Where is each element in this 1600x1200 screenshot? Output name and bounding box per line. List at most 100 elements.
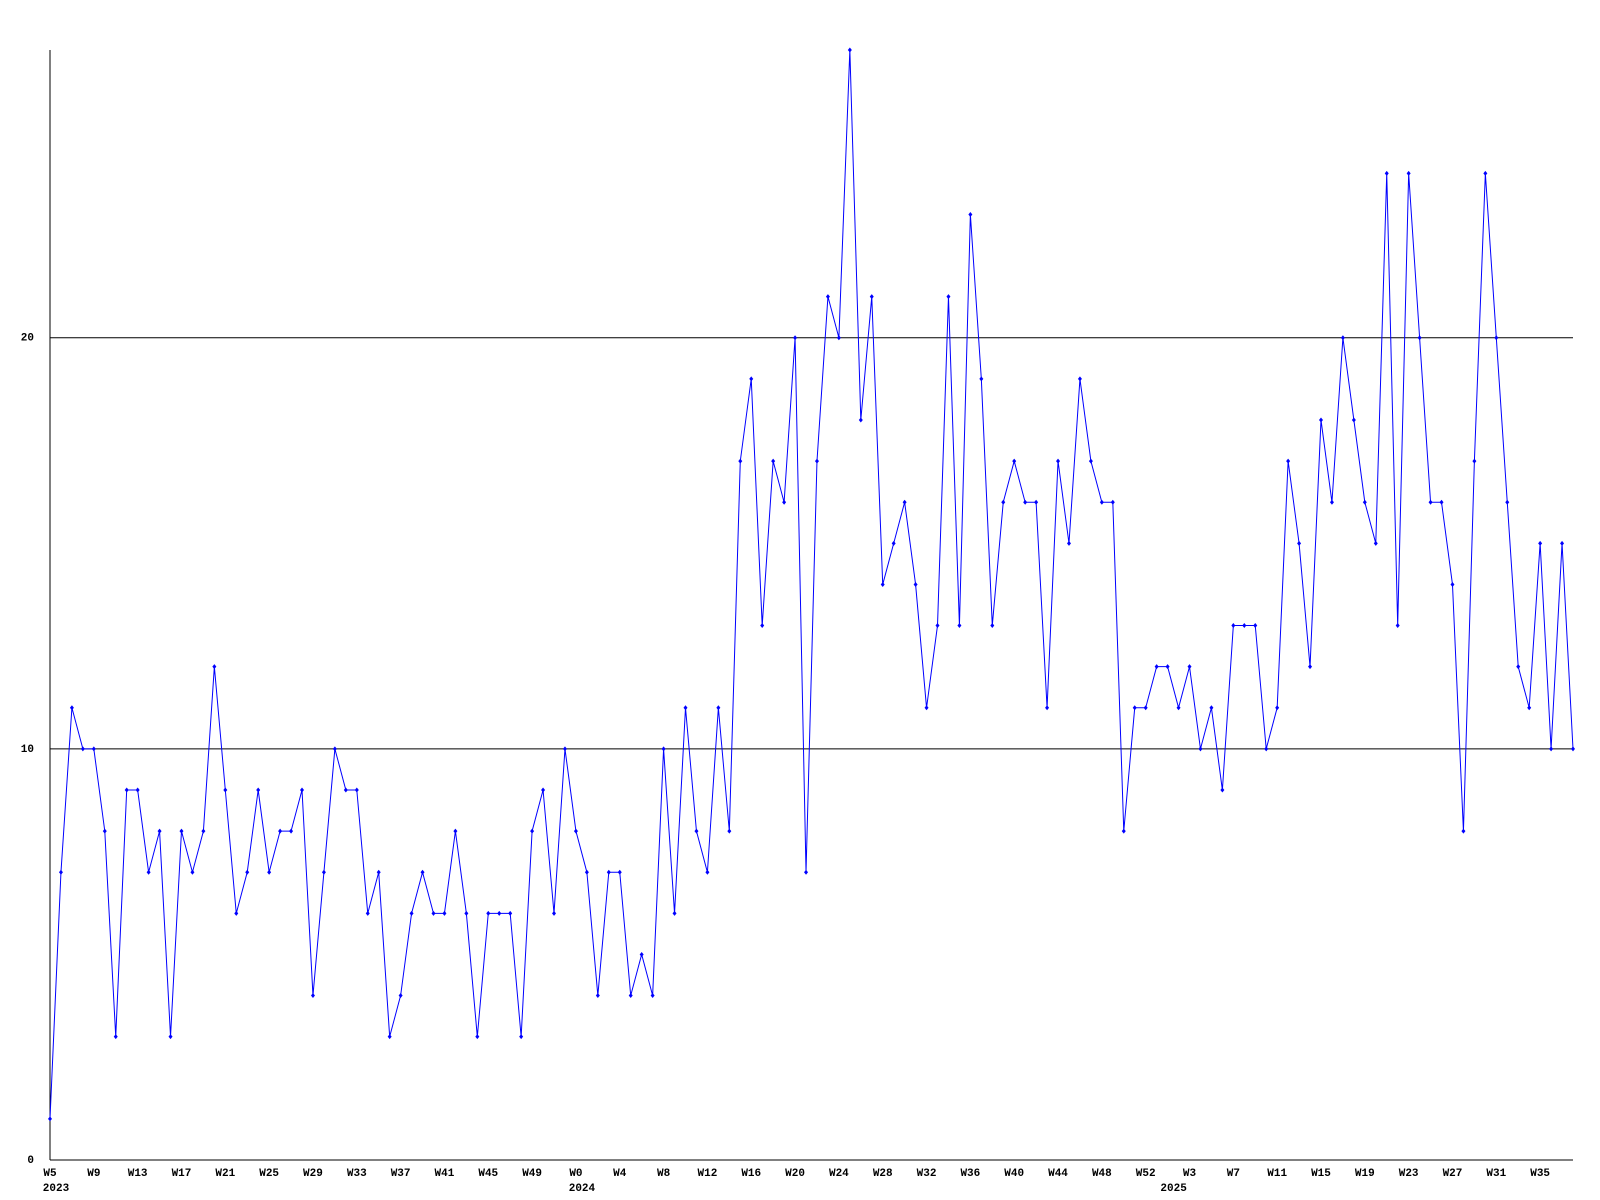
x-tick-label: W9 xyxy=(87,1168,100,1180)
x-tick-label: W44 xyxy=(1048,1168,1068,1180)
data-point xyxy=(223,787,228,793)
x-tick-label: W16 xyxy=(741,1168,761,1180)
data-point xyxy=(113,1034,118,1040)
y-tick-label: 0 xyxy=(27,1155,34,1167)
data-point xyxy=(738,458,743,464)
data-point xyxy=(990,623,995,629)
data-point xyxy=(1527,705,1532,711)
data-point xyxy=(376,869,381,875)
data-point xyxy=(1253,623,1258,629)
data-point xyxy=(979,376,984,382)
data-point xyxy=(1143,705,1148,711)
x-tick-label: W20 xyxy=(785,1168,805,1180)
data-point xyxy=(234,910,239,916)
year-label: 2024 xyxy=(569,1183,596,1195)
x-tick-label: W40 xyxy=(1004,1168,1024,1180)
data-point xyxy=(289,828,294,834)
data-point xyxy=(1351,417,1356,423)
x-tick-label: W13 xyxy=(128,1168,148,1180)
data-point xyxy=(825,294,830,300)
x-tick-label: W19 xyxy=(1355,1168,1375,1180)
data-point xyxy=(387,1034,392,1040)
data-point xyxy=(562,746,567,752)
data-point xyxy=(836,335,841,341)
data-point xyxy=(146,869,151,875)
data-point xyxy=(1132,705,1137,711)
data-point xyxy=(519,1034,524,1040)
data-point xyxy=(1318,417,1323,423)
x-tick-label: W7 xyxy=(1227,1168,1240,1180)
data-point xyxy=(946,294,951,300)
data-point xyxy=(1242,623,1247,629)
data-point xyxy=(814,458,819,464)
data-point xyxy=(1395,623,1400,629)
data-point xyxy=(475,1034,480,1040)
x-tick-label: W52 xyxy=(1136,1168,1156,1180)
data-point xyxy=(431,910,436,916)
data-point xyxy=(1571,746,1575,752)
data-point xyxy=(968,211,973,217)
data-point xyxy=(1012,458,1017,464)
data-point xyxy=(300,787,305,793)
year-label: 2023 xyxy=(43,1183,70,1195)
data-point xyxy=(760,623,765,629)
data-point xyxy=(212,664,217,670)
data-point xyxy=(58,869,63,875)
data-point xyxy=(694,828,699,834)
x-tick-label: W21 xyxy=(215,1168,235,1180)
data-point xyxy=(1340,335,1345,341)
data-point xyxy=(1560,540,1565,546)
data-point xyxy=(69,705,74,711)
data-point xyxy=(683,705,688,711)
data-point xyxy=(957,623,962,629)
data-point xyxy=(1264,746,1269,752)
data-point xyxy=(1165,664,1170,670)
x-tick-label: W24 xyxy=(829,1168,849,1180)
data-point xyxy=(1439,499,1444,505)
data-point xyxy=(168,1034,173,1040)
data-point xyxy=(793,335,798,341)
data-point xyxy=(782,499,787,505)
x-tick-label: W49 xyxy=(522,1168,542,1180)
year-label: 2025 xyxy=(1160,1183,1187,1195)
data-point xyxy=(1538,540,1543,546)
data-point xyxy=(891,540,896,546)
data-point xyxy=(1494,335,1499,341)
data-point xyxy=(858,417,863,423)
data-point xyxy=(1417,335,1422,341)
x-tick-label: W29 xyxy=(303,1168,323,1180)
data-point xyxy=(497,910,502,916)
data-point xyxy=(573,828,578,834)
data-line xyxy=(49,49,1574,1119)
data-point xyxy=(1362,499,1367,505)
data-point xyxy=(541,787,546,793)
data-point xyxy=(321,869,326,875)
data-point xyxy=(1384,170,1389,176)
data-point xyxy=(617,869,622,875)
data-point xyxy=(530,828,535,834)
x-tick-label: W5 xyxy=(43,1168,57,1180)
data-point xyxy=(1373,540,1378,546)
data-point xyxy=(1505,499,1510,505)
data-point xyxy=(1121,828,1126,834)
data-point xyxy=(650,993,655,999)
data-point xyxy=(661,746,666,752)
data-point xyxy=(1099,499,1104,505)
data-point xyxy=(1450,581,1455,587)
x-tick-label: W35 xyxy=(1530,1168,1550,1180)
x-tick-label: W45 xyxy=(478,1168,498,1180)
data-point xyxy=(201,828,206,834)
data-point xyxy=(310,993,315,999)
data-point xyxy=(1034,499,1039,505)
data-point xyxy=(1110,499,1115,505)
data-point xyxy=(749,376,754,382)
data-point xyxy=(1483,170,1488,176)
data-point xyxy=(508,910,513,916)
data-point xyxy=(1428,499,1433,505)
data-point xyxy=(365,910,370,916)
data-point xyxy=(552,910,557,916)
data-point xyxy=(453,828,458,834)
data-point xyxy=(595,993,600,999)
data-point xyxy=(1472,458,1477,464)
